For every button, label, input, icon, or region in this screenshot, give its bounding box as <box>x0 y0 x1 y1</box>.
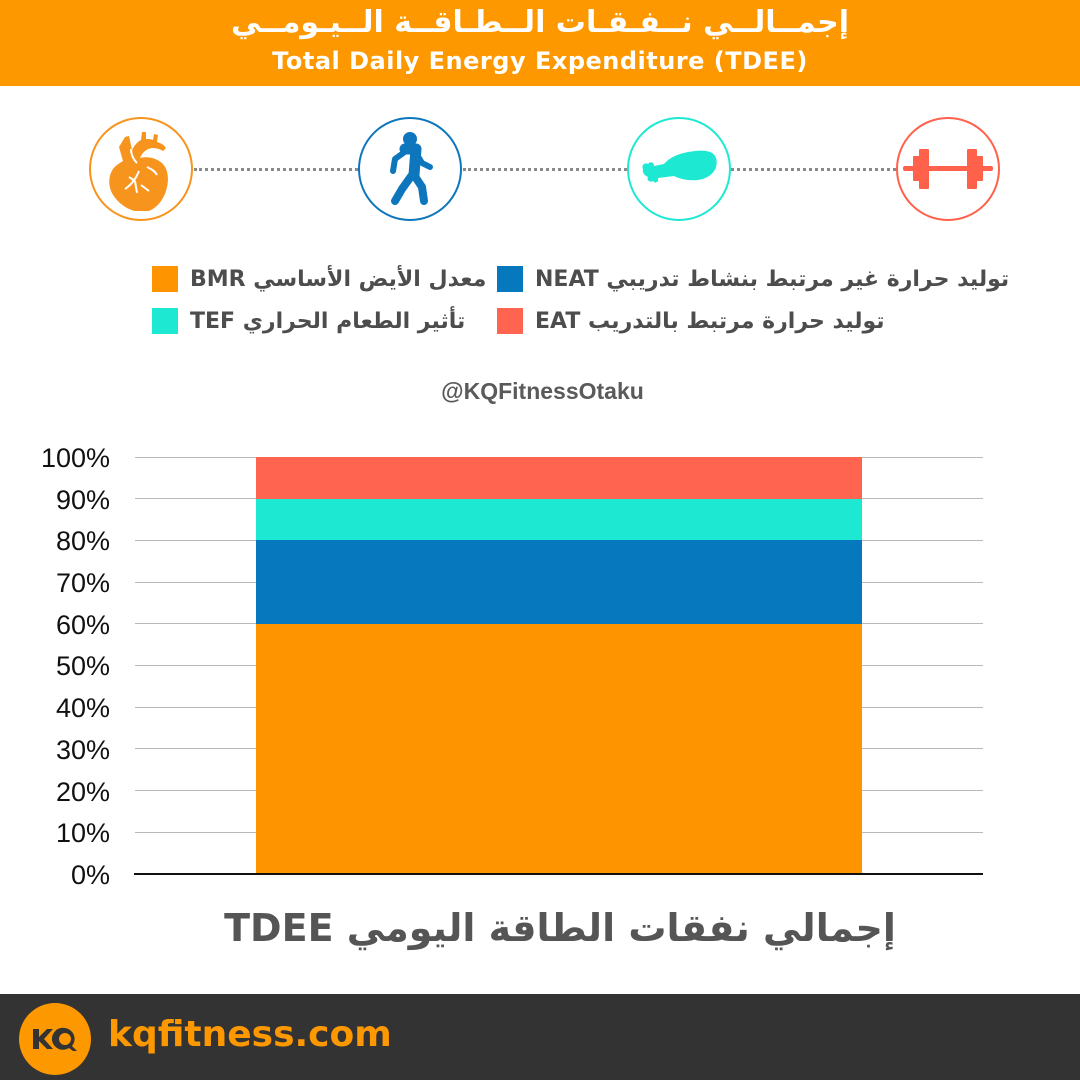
title-english: Total Daily Energy Expenditure (TDEE) <box>272 47 808 75</box>
y-tick-label: 40% <box>55 693 110 723</box>
website-link[interactable]: kqfitness.com <box>108 1014 392 1055</box>
title-arabic: إجمــالــي نــفـقـات الــطـاقــة الــيـو… <box>230 5 850 40</box>
y-tick-label: 20% <box>55 777 110 807</box>
legend-swatch-neat <box>497 266 523 292</box>
tef-icon-circle <box>627 117 731 221</box>
bmr-icon-circle <box>89 117 193 221</box>
y-tick-label: 0% <box>70 860 110 890</box>
x-axis-title: إجمالي نفقات الطاقة اليومي TDEE <box>224 906 896 950</box>
neat-icon-circle <box>358 117 462 221</box>
x-axis-baseline <box>134 873 983 875</box>
bar-segment-bmr <box>256 623 862 874</box>
y-tick-label: 60% <box>55 610 110 640</box>
legend-item-tef: تأثير الطعام الحراري TEF <box>152 304 465 338</box>
chicken-leg-icon <box>642 150 717 183</box>
legend-label-tef: تأثير الطعام الحراري TEF <box>190 308 466 334</box>
kq-logo[interactable] <box>19 1003 91 1075</box>
bar-segment-neat <box>256 540 862 624</box>
bar-tdee <box>256 457 862 874</box>
dotted-connector <box>463 168 627 171</box>
legend-swatch-bmr <box>152 266 178 292</box>
footer-bar: kqfitness.com <box>0 994 1080 1080</box>
bar-segment-eat <box>256 457 862 499</box>
chart-legend: معدل الأيض الأساسي BMR توليد حرارة غير م… <box>0 258 1080 338</box>
component-icons-row <box>0 117 1080 223</box>
kq-logo-icon <box>33 1027 77 1051</box>
legend-swatch-tef <box>152 308 178 334</box>
stacked-bar-chart: 100% 90% 80% 70% 60% 50% 40% 30% 20% 10%… <box>0 440 1080 890</box>
dotted-connector <box>194 168 358 171</box>
legend-swatch-eat <box>497 308 523 334</box>
legend-label-eat: توليد حرارة مرتبط بالتدريب EAT <box>535 308 885 334</box>
dotted-connector <box>731 168 896 171</box>
y-tick-label: 80% <box>55 526 110 556</box>
legend-label-neat: توليد حرارة غير مرتبط بنشاط تدريبي NEAT <box>535 266 1010 292</box>
y-tick-label: 100% <box>40 443 110 473</box>
header-banner: إجمــالــي نــفـقـات الــطـاقــة الــيـو… <box>0 0 1080 86</box>
y-tick-label: 50% <box>55 651 110 681</box>
legend-item-bmr: معدل الأيض الأساسي BMR <box>152 262 486 296</box>
y-tick-label: 10% <box>55 818 110 848</box>
legend-label-bmr: معدل الأيض الأساسي BMR <box>190 266 487 292</box>
walking-person-icon <box>390 132 433 205</box>
heart-icon <box>109 132 168 211</box>
social-handle: @KQFitnessOtaku <box>441 378 644 404</box>
eat-icon-circle <box>896 117 1000 221</box>
y-tick-label: 90% <box>55 485 110 515</box>
legend-item-eat: توليد حرارة مرتبط بالتدريب EAT <box>497 304 885 338</box>
legend-item-neat: توليد حرارة غير مرتبط بنشاط تدريبي NEAT <box>497 262 1009 296</box>
y-tick-label: 30% <box>55 735 110 765</box>
dumbbell-icon <box>903 149 993 189</box>
bar-segment-tef <box>256 498 862 541</box>
y-tick-label: 70% <box>55 568 110 598</box>
